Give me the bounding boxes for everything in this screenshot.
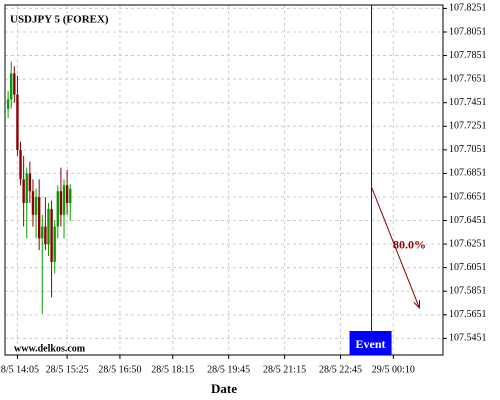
- y-tick-label: 107.5851: [449, 286, 487, 297]
- y-tick-label: 107.5451: [449, 333, 487, 344]
- candle-body: [65, 185, 69, 203]
- x-tick-label: 29/5 00:10: [372, 364, 415, 375]
- candle-body: [62, 185, 66, 215]
- y-tick-label: 107.7051: [449, 144, 487, 155]
- y-tick-label: 107.6051: [449, 262, 487, 273]
- candle-body: [19, 149, 22, 180]
- y-tick-label: 107.6851: [449, 168, 487, 179]
- candle-body: [16, 94, 19, 150]
- candle-body: [50, 208, 53, 262]
- x-tick-label: 28/5 15:25: [46, 364, 89, 375]
- y-tick-label: 107.6451: [449, 215, 487, 226]
- candle-body: [59, 191, 63, 215]
- forecast-label: 80.0%: [393, 237, 426, 251]
- candle-body: [10, 73, 13, 100]
- y-tick-label: 107.7251: [449, 121, 487, 132]
- y-tick-label: 107.6651: [449, 191, 487, 202]
- candle-body: [13, 73, 16, 95]
- candle-body: [37, 197, 41, 239]
- candle-body: [6, 99, 10, 109]
- candle-body: [28, 173, 32, 192]
- x-tick-label: 28/5 19:45: [207, 364, 250, 375]
- forecast-arrow: [371, 187, 420, 309]
- candle-body: [44, 226, 47, 245]
- x-tick-label: 28/5 21:15: [263, 364, 306, 375]
- x-tick-label: 28/5 14:05: [0, 364, 39, 375]
- candle-body: [22, 179, 25, 203]
- candle-body: [47, 208, 50, 245]
- y-tick-label: 107.7451: [449, 97, 487, 108]
- candle-body: [34, 197, 38, 215]
- x-tick-label: 28/5 22:45: [319, 364, 362, 375]
- source-label: www.delkos.com: [14, 343, 86, 354]
- candle-body: [25, 173, 28, 203]
- candle-body: [31, 191, 35, 215]
- x-axis-label: Date: [211, 381, 237, 396]
- event-label: Event: [356, 337, 386, 351]
- y-tick-label: 107.8051: [449, 26, 487, 37]
- chart-title: USDJPY 5 (FOREX): [10, 14, 109, 26]
- forecast-arrowhead: [413, 299, 421, 310]
- x-tick-label: 28/5 16:50: [98, 364, 141, 375]
- candle-body: [56, 191, 60, 227]
- candle-body: [53, 226, 56, 262]
- plot-frame: [4, 4, 444, 356]
- candle-body: [69, 188, 72, 203]
- event-box: [349, 331, 392, 355]
- candle-body: [41, 226, 44, 239]
- y-tick-label: 107.7651: [449, 73, 487, 84]
- y-tick-label: 107.8251: [449, 3, 487, 14]
- y-tick-label: 107.5651: [449, 309, 487, 320]
- y-tick-label: 107.7851: [449, 50, 487, 61]
- x-tick-label: 28/5 18:15: [151, 364, 194, 375]
- y-tick-label: 107.6251: [449, 238, 487, 249]
